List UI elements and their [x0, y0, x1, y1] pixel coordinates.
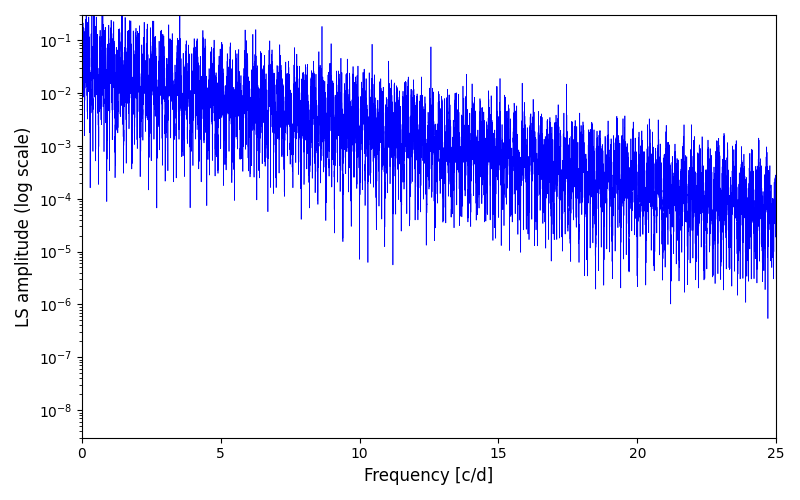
X-axis label: Frequency [c/d]: Frequency [c/d]	[364, 467, 494, 485]
Y-axis label: LS amplitude (log scale): LS amplitude (log scale)	[15, 126, 33, 326]
